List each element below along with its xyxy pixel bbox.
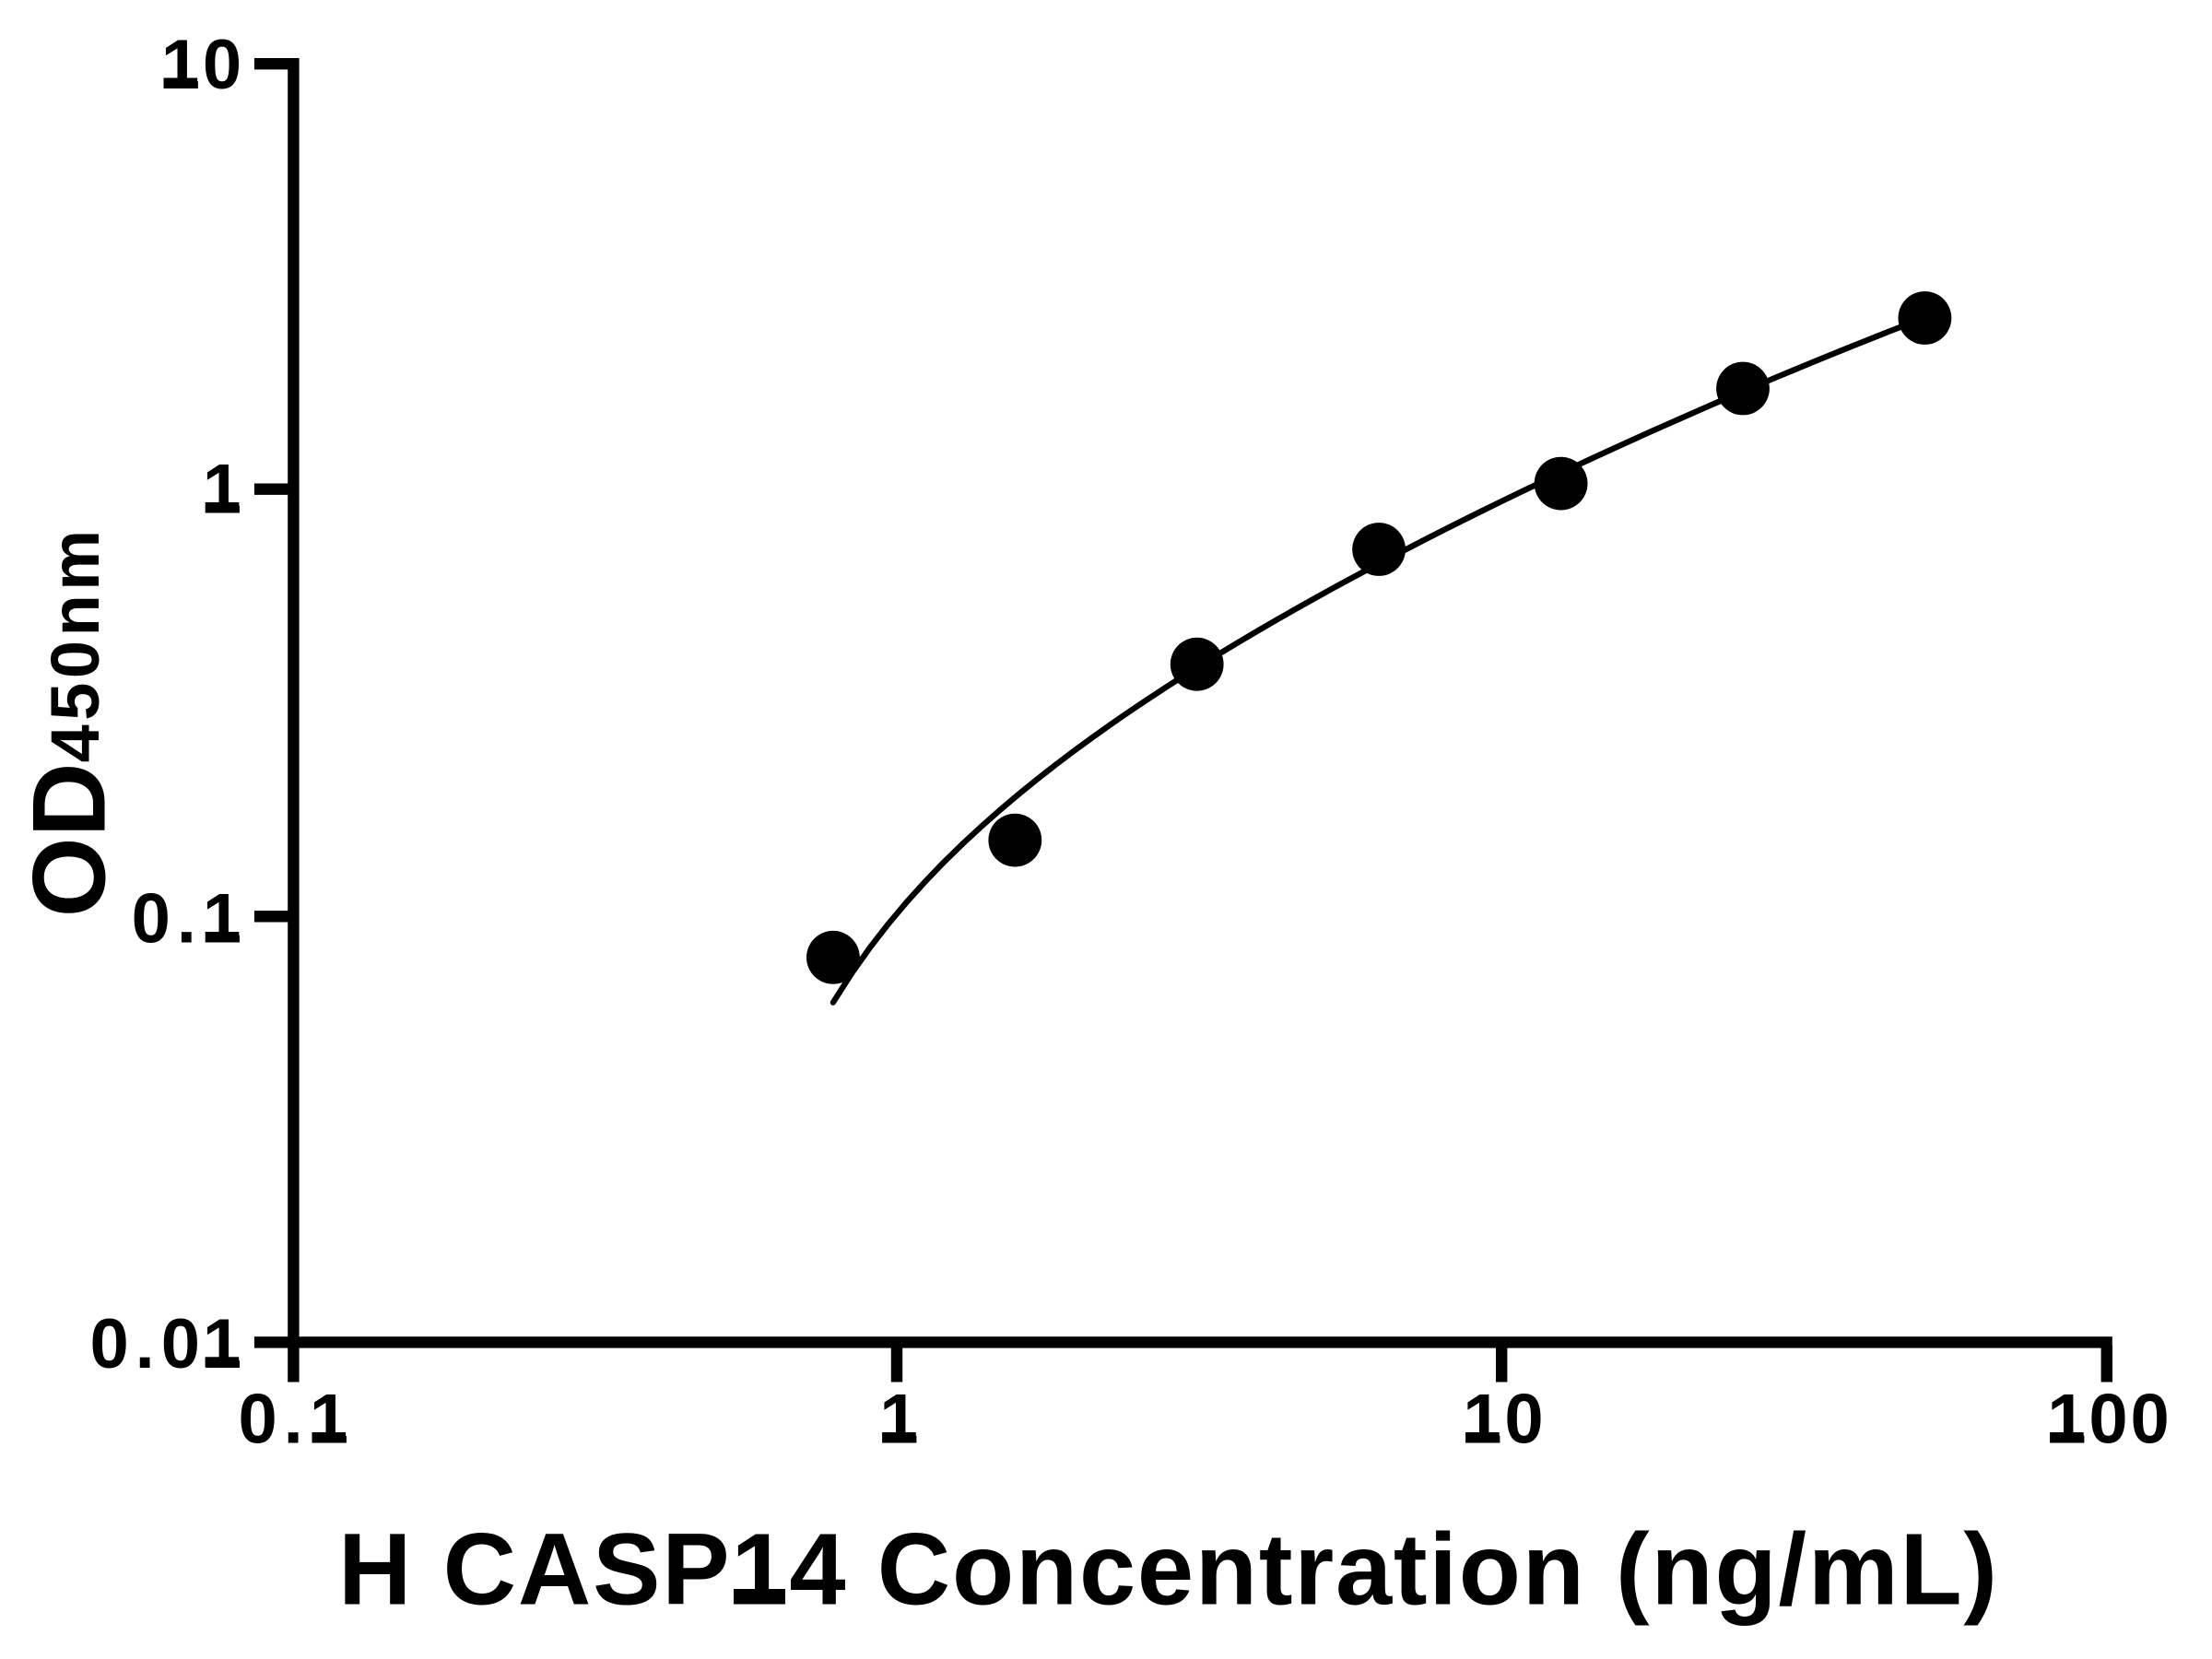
svg-text:1: 1: [203, 451, 244, 529]
svg-text:0.1: 0.1: [239, 1381, 351, 1459]
svg-text:0.1: 0.1: [132, 880, 244, 959]
svg-text:100: 100: [2047, 1381, 2172, 1459]
svg-text:0.01: 0.01: [90, 1305, 245, 1383]
svg-text:H CASP14 Concentration (ng/mL): H CASP14 Concentration (ng/mL): [338, 1513, 1999, 1627]
svg-text:10: 10: [161, 26, 244, 104]
svg-text:1: 1: [879, 1381, 921, 1459]
svg-text:10: 10: [1463, 1381, 1546, 1459]
